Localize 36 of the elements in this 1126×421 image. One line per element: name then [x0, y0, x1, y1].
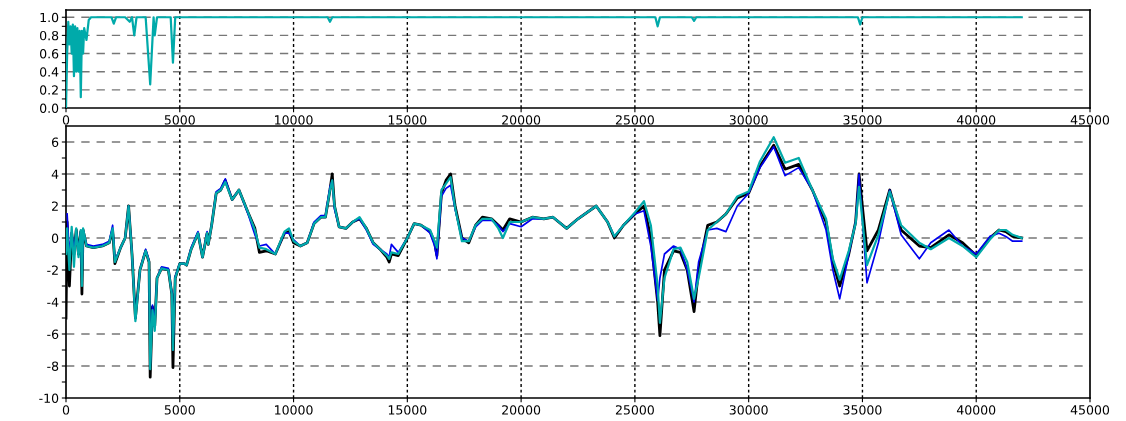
- y-tick-label: 0.0: [40, 103, 59, 113]
- y-tick-label: -2: [47, 265, 58, 275]
- y-tick-label: 1.0: [40, 12, 59, 23]
- x-tick-label: 40000: [956, 115, 996, 125]
- x-tick-label: 25000: [615, 405, 654, 415]
- y-tick-label: 2: [52, 201, 58, 211]
- y-tick-label: -10: [39, 393, 59, 403]
- y-tick-label: -6: [47, 329, 59, 339]
- x-tick-label: 5000: [164, 115, 195, 125]
- x-tick-label: 45000: [1070, 115, 1110, 125]
- y-tick-label: 6: [51, 137, 59, 147]
- y-tick-label: 0.6: [40, 49, 59, 59]
- x-tick-label: 5000: [164, 405, 195, 415]
- x-tick-label: 40000: [956, 405, 996, 415]
- x-tick-label: 10000: [275, 115, 313, 125]
- x-tick-label: 45000: [1070, 405, 1110, 415]
- x-tick-label: 15000: [388, 115, 427, 125]
- x-tick-label: 35000: [843, 405, 882, 415]
- y-tick-label: 0.4: [40, 67, 59, 77]
- x-tick-label: 0: [62, 405, 70, 415]
- y-tick-label: 0: [51, 233, 59, 243]
- x-tick-label: 25000: [615, 115, 654, 125]
- x-tick-label: 10000: [275, 405, 313, 415]
- x-tick-label: 0: [62, 115, 70, 125]
- x-tick-label: 30000: [729, 405, 768, 415]
- x-tick-label: 20000: [502, 115, 541, 125]
- line-series: [66, 16, 1023, 108]
- y-tick-label: 0.2: [40, 85, 58, 95]
- x-tick-label: 15000: [388, 405, 427, 415]
- y-tick-label: 4: [51, 169, 59, 179]
- y-tick-label: -4: [47, 297, 59, 307]
- y-tick-label: -8: [47, 361, 59, 371]
- x-tick-label: 30000: [729, 115, 768, 125]
- x-tick-label: 20000: [502, 405, 541, 415]
- y-tick-label: 0.8: [40, 30, 59, 41]
- x-tick-label: 35000: [843, 115, 882, 125]
